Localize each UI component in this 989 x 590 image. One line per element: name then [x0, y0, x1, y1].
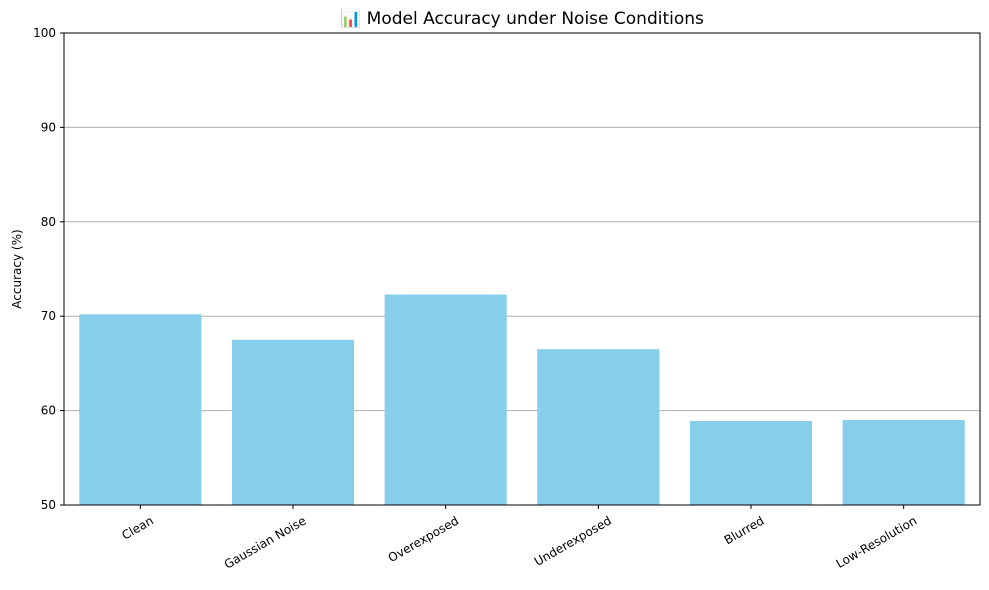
y-axis: 50 60 70 80 90 100: [33, 26, 64, 512]
bar-low-resolution: [842, 420, 965, 505]
y-tick-label: 90: [41, 120, 56, 134]
x-tick-label: Gaussian Noise: [222, 513, 309, 571]
x-tick-label: Clean: [119, 513, 155, 542]
bar-overexposed: [384, 294, 507, 505]
x-tick-label: Overexposed: [386, 513, 461, 565]
chart-title: 📊 Model Accuracy under Noise Conditions: [340, 8, 704, 29]
x-tick-label: Low-Resolution: [834, 513, 920, 570]
x-axis: Clean Gaussian Noise Overexposed Underexpos…: [119, 505, 919, 572]
bar-layer: [79, 294, 965, 505]
y-tick-label: 100: [33, 26, 56, 40]
plot-frame: [63, 32, 981, 506]
y-tick-label: 70: [41, 309, 56, 323]
bar-gaussian-noise: [231, 339, 355, 505]
y-tick-label: 60: [41, 404, 56, 418]
y-axis-title: Accuracy (%): [10, 229, 24, 308]
grid-layer: [64, 126, 980, 412]
x-tick-label: Blurred: [722, 513, 767, 547]
y-tick-label: 50: [41, 498, 56, 512]
y-tick-label: 80: [41, 215, 56, 229]
x-tick-label: Underexposed: [532, 513, 614, 568]
bar-blurred: [689, 420, 813, 505]
bar-clean: [79, 314, 202, 505]
bar-underexposed: [537, 349, 660, 505]
